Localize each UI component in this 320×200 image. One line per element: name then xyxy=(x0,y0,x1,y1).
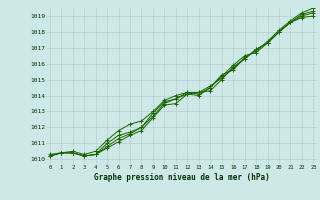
X-axis label: Graphe pression niveau de la mer (hPa): Graphe pression niveau de la mer (hPa) xyxy=(94,173,269,182)
